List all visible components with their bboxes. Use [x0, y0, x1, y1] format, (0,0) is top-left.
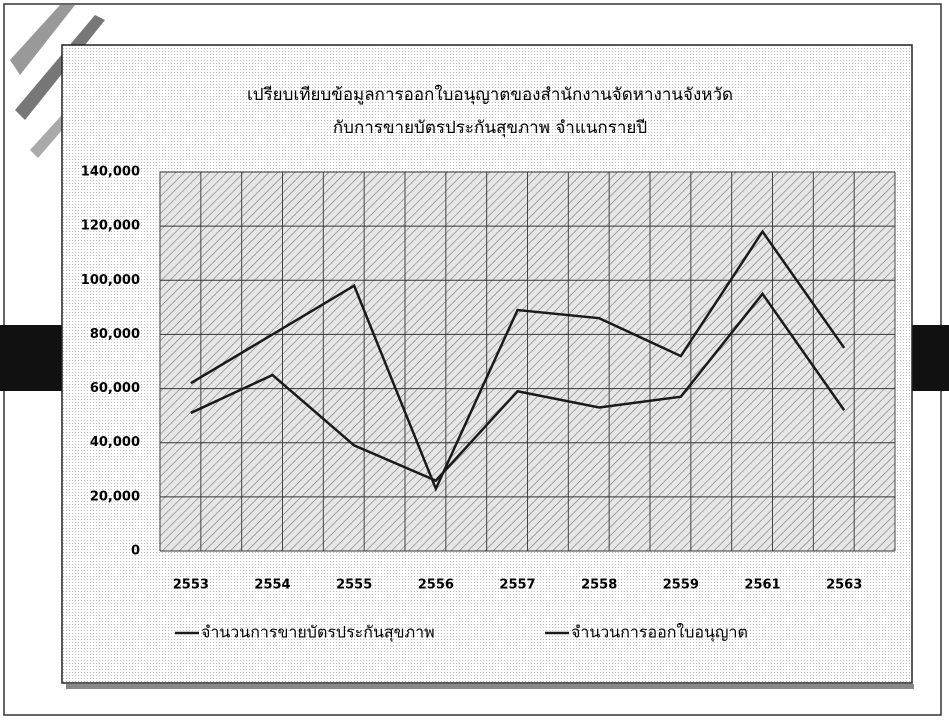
y-tick-label: 0	[131, 544, 140, 559]
line-series	[190, 229, 846, 492]
chart-title: เปรียบเทียบข้อมูลการออกใบอนุญาตของสำนักง…	[247, 84, 733, 105]
y-tick-label: 140,000	[81, 165, 140, 180]
side-bar	[0, 325, 62, 391]
x-tick-label: 2556	[418, 578, 454, 593]
x-tick-label: 2555	[336, 578, 372, 593]
x-tick-label: 2561	[744, 578, 780, 593]
chart-title: กับการขายบัตรประกันสุขภาพ จำแนกรายปี	[333, 118, 647, 138]
y-tick-label: 60,000	[90, 381, 140, 396]
x-tick-label: 2563	[826, 578, 862, 593]
x-tick-label: 2553	[173, 578, 209, 593]
y-tick-label: 80,000	[90, 327, 140, 342]
x-tick-label: 2557	[499, 578, 535, 593]
x-tick-label: 2559	[663, 578, 699, 593]
y-tick-label: 40,000	[90, 435, 140, 450]
x-tick-label: 2558	[581, 578, 617, 593]
side-bar	[912, 325, 949, 391]
y-tick-label: 100,000	[81, 273, 140, 288]
line-series	[190, 291, 846, 483]
chart-shadow	[66, 684, 914, 689]
y-tick-label: 120,000	[81, 219, 140, 234]
legend-label: จำนวนการออกใบอนุญาต	[571, 623, 748, 643]
legend-label: จำนวนการขายบัตรประกันสุขภาพ	[201, 623, 435, 643]
y-tick-label: 20,000	[90, 489, 140, 504]
x-tick-label: 2554	[254, 578, 290, 593]
